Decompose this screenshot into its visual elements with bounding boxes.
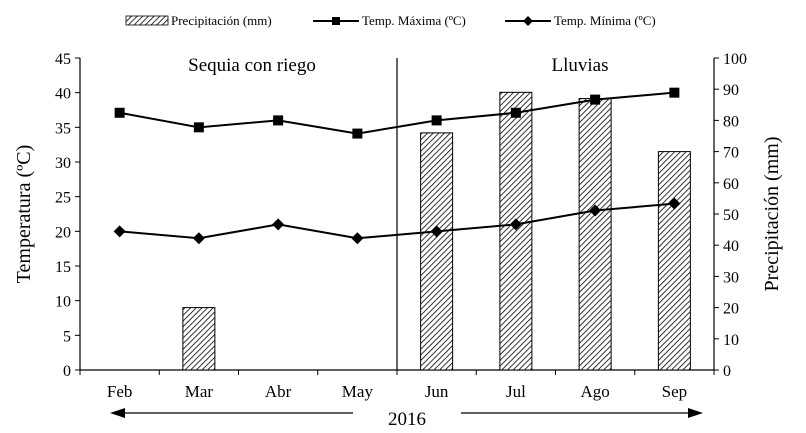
- temp-max-series: [114, 87, 680, 139]
- y2-tick-label: 20: [723, 301, 739, 318]
- x-tick-label: Ago: [580, 382, 609, 401]
- y2-tick-label: 10: [723, 332, 739, 349]
- y-tick-label: 15: [55, 259, 71, 276]
- arrow-right-icon: [688, 408, 703, 418]
- temp-max-point: [431, 115, 442, 126]
- arrow-left-icon: [110, 408, 125, 418]
- temp-min-series: [113, 197, 681, 245]
- legend-item-temp-min: Temp. Mínima (ºC): [505, 13, 656, 28]
- precipitation-bar: [578, 98, 612, 371]
- temp-min-point: [113, 225, 126, 238]
- x-tick-label: Sep: [662, 382, 688, 401]
- x-tick-label: Mar: [185, 382, 214, 401]
- period-label-rain: Lluvias: [552, 55, 609, 76]
- legend-label-temp-min: Temp. Mínima (ºC): [554, 13, 656, 28]
- legend-item-precipitation: Precipitación (mm): [125, 13, 272, 28]
- y-tick-label: 5: [63, 328, 71, 345]
- legend-item-temp-max: Temp. Máxima (ºC): [313, 13, 466, 28]
- x-tick-label: Feb: [107, 382, 133, 401]
- y-tick-label: 30: [55, 155, 71, 172]
- precipitation-bar: [657, 151, 691, 371]
- y2-tick-label: 30: [723, 269, 739, 286]
- temp-max-point: [193, 122, 204, 133]
- period-label-dry: Sequia con riego: [188, 55, 316, 76]
- y2-tick-label: 40: [723, 238, 739, 255]
- legend-marker-square: [332, 17, 340, 25]
- y2-tick-label: 60: [723, 176, 739, 193]
- temp-min-point: [192, 232, 205, 245]
- x-tick-label: May: [342, 382, 374, 401]
- legend-swatch-precipitation: [125, 15, 169, 26]
- temp-max-line: [119, 91, 675, 135]
- temp-max-point: [590, 94, 601, 105]
- x-axis-title: 2016: [388, 409, 426, 430]
- legend-marker-diamond: [523, 16, 533, 26]
- precipitation-bar: [499, 91, 533, 371]
- temp-min-point: [589, 204, 602, 217]
- temp-min-point: [430, 225, 443, 238]
- temp-min-point: [509, 218, 522, 231]
- y2-tick-label: 50: [723, 207, 739, 224]
- precipitation-bar: [182, 307, 216, 371]
- temp-min-point: [272, 218, 285, 231]
- precipitation-bars: [182, 91, 691, 371]
- year-span: 2016: [110, 408, 703, 430]
- temp-min-line: [119, 202, 675, 240]
- x-tick-label: Jun: [425, 382, 449, 401]
- temp-max-point: [510, 107, 521, 118]
- temp-max-point: [273, 115, 284, 126]
- y-tick-label: 25: [55, 190, 71, 207]
- y-tick-label: 45: [55, 51, 71, 68]
- x-tick-label: Jul: [506, 382, 526, 401]
- legend-label-temp-max: Temp. Máxima (ºC): [362, 13, 466, 28]
- temp-min-point: [351, 232, 364, 245]
- temp-min-point: [668, 197, 681, 210]
- temp-max-point: [669, 87, 680, 98]
- y-tick-label: 0: [63, 363, 71, 380]
- y2-tick-label: 90: [723, 82, 739, 99]
- y2-axis-title: Precipitación (mm): [761, 137, 783, 292]
- legend: Precipitación (mm) Temp. Máxima (ºC) Tem…: [125, 13, 656, 28]
- left-axis-ticks: 0 5 10 15 20 25 30 35 40 45: [55, 51, 80, 380]
- y2-tick-label: 0: [723, 363, 731, 380]
- y2-tick-label: 70: [723, 145, 739, 162]
- temp-max-point: [114, 107, 125, 118]
- y-axis-title: Temperatura (ºC): [13, 145, 35, 284]
- y2-tick-label: 80: [723, 113, 739, 130]
- x-axis-categories: Feb Mar Abr May Jun Jul Ago Sep: [79, 370, 715, 401]
- y2-tick-label: 100: [723, 51, 747, 68]
- y-tick-label: 20: [55, 224, 71, 241]
- y-tick-label: 10: [55, 294, 71, 311]
- right-axis-ticks: 0 10 20 30 40 50 60 70 80 90 100: [714, 51, 747, 380]
- precipitation-bar: [420, 132, 454, 371]
- legend-label-precipitation: Precipitación (mm): [171, 13, 272, 28]
- y-tick-label: 35: [55, 120, 71, 137]
- y-tick-label: 40: [55, 86, 71, 103]
- temp-max-point: [352, 128, 363, 139]
- x-tick-label: Abr: [265, 382, 292, 401]
